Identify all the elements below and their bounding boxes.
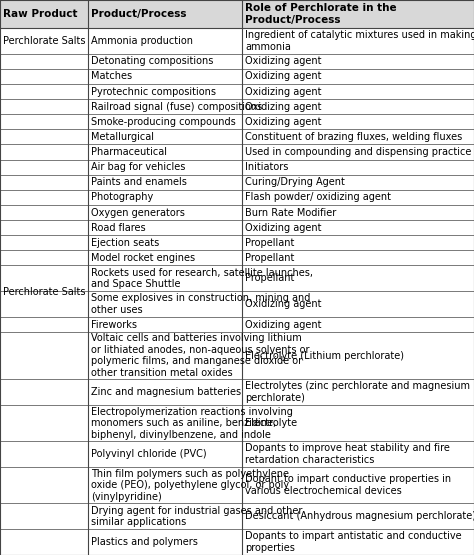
Text: Ingredient of catalytic mixtures used in making
ammonia: Ingredient of catalytic mixtures used in… — [245, 30, 474, 52]
Bar — [0, 235, 474, 250]
Bar — [0, 160, 474, 175]
Text: Burn Rate Modifier: Burn Rate Modifier — [245, 208, 336, 218]
Text: Polyvinyl chloride (PVC): Polyvinyl chloride (PVC) — [91, 449, 207, 459]
Bar — [0, 99, 474, 114]
Bar — [0, 467, 474, 503]
Text: Drying agent for industrial gases and other
similar applications: Drying agent for industrial gases and ot… — [91, 506, 302, 527]
Bar — [0, 291, 474, 317]
Text: Constituent of brazing fluxes, welding fluxes: Constituent of brazing fluxes, welding f… — [245, 132, 462, 142]
Text: Dopants to impart antistatic and conductive
properties: Dopants to impart antistatic and conduct… — [245, 531, 462, 553]
Text: Oxidizing agent: Oxidizing agent — [245, 320, 321, 330]
Text: Oxidizing agent: Oxidizing agent — [245, 87, 321, 97]
Bar — [0, 379, 474, 405]
Text: Electrolyte: Electrolyte — [245, 418, 297, 428]
Text: Fireworks: Fireworks — [91, 320, 137, 330]
Bar — [0, 28, 474, 54]
Text: Voltaic cells and batteries involving lithium
or lithiated anodes, non-aqueous s: Voltaic cells and batteries involving li… — [91, 333, 310, 378]
Text: Desiccant (Anhydrous magnesium perchlorate): Desiccant (Anhydrous magnesium perchlora… — [245, 511, 474, 521]
Text: Matches: Matches — [91, 72, 132, 82]
Text: Oxidizing agent: Oxidizing agent — [245, 56, 321, 67]
Bar — [0, 129, 474, 144]
Text: Oxygen generators: Oxygen generators — [91, 208, 185, 218]
Text: Curing/Drying Agent: Curing/Drying Agent — [245, 177, 345, 187]
Bar — [0, 0, 474, 28]
Bar — [0, 441, 474, 467]
Text: Propellant: Propellant — [245, 253, 294, 263]
Bar — [0, 205, 474, 220]
Text: Electrolytes (zinc perchlorate and magnesium
perchlorate): Electrolytes (zinc perchlorate and magne… — [245, 381, 470, 403]
Text: Oxidizing agent: Oxidizing agent — [245, 299, 321, 309]
Text: Dopants to improve heat stability and fire
retardation characteristics: Dopants to improve heat stability and fi… — [245, 443, 450, 465]
Bar — [0, 84, 474, 99]
Bar — [0, 190, 474, 205]
Text: Road flares: Road flares — [91, 223, 146, 233]
Text: Some explosives in construction, mining and
other uses: Some explosives in construction, mining … — [91, 293, 310, 315]
Text: Role of Perchlorate in the
Product/Process: Role of Perchlorate in the Product/Proce… — [245, 3, 397, 25]
Text: Propellant: Propellant — [245, 238, 294, 248]
Bar — [0, 405, 474, 441]
Text: Air bag for vehicles: Air bag for vehicles — [91, 162, 185, 172]
Bar — [0, 529, 474, 555]
Text: Dopant to impart conductive properties in
various electrochemical devices: Dopant to impart conductive properties i… — [245, 475, 451, 496]
Text: Photography: Photography — [91, 193, 153, 203]
Text: Oxidizing agent: Oxidizing agent — [245, 102, 321, 112]
Bar — [0, 69, 474, 84]
Bar — [0, 144, 474, 160]
Text: Thin film polymers such as polyethylene
oxide (PEO), polyethylene glycol, or pol: Thin film polymers such as polyethylene … — [91, 468, 289, 502]
Text: Product/Process: Product/Process — [91, 9, 186, 19]
Text: Electropolymerization reactions involving
monomers such as aniline, benzidine,
b: Electropolymerization reactions involvin… — [91, 406, 293, 440]
Text: Detonating compositions: Detonating compositions — [91, 56, 213, 67]
Text: Oxidizing agent: Oxidizing agent — [245, 117, 321, 127]
Text: Used in compounding and dispensing practice: Used in compounding and dispensing pract… — [245, 147, 471, 157]
Text: Pharmaceutical: Pharmaceutical — [91, 147, 167, 157]
Text: Metallurgical: Metallurgical — [91, 132, 154, 142]
Bar — [0, 220, 474, 235]
Bar — [0, 265, 474, 291]
Bar — [0, 332, 474, 379]
Text: Flash powder/ oxidizing agent: Flash powder/ oxidizing agent — [245, 193, 391, 203]
Bar — [0, 250, 474, 265]
Bar — [0, 114, 474, 129]
Text: Railroad signal (fuse) compositions: Railroad signal (fuse) compositions — [91, 102, 262, 112]
Bar — [0, 175, 474, 190]
Bar — [0, 317, 474, 332]
Text: Electrolyte (Lithium perchlorate): Electrolyte (Lithium perchlorate) — [245, 351, 404, 361]
Text: Model rocket engines: Model rocket engines — [91, 253, 195, 263]
Text: Rockets used for research, satellite launches,
and Space Shuttle: Rockets used for research, satellite lau… — [91, 268, 313, 289]
Bar — [0, 54, 474, 69]
Text: Raw Product: Raw Product — [3, 9, 78, 19]
Text: Paints and enamels: Paints and enamels — [91, 177, 187, 187]
Bar — [0, 503, 474, 529]
Text: Ejection seats: Ejection seats — [91, 238, 159, 248]
Text: Smoke-producing compounds: Smoke-producing compounds — [91, 117, 236, 127]
Text: Ammonia production: Ammonia production — [91, 36, 193, 46]
Text: Oxidizing agent: Oxidizing agent — [245, 72, 321, 82]
Text: Propellant: Propellant — [245, 274, 294, 284]
Text: Oxidizing agent: Oxidizing agent — [245, 223, 321, 233]
Text: Initiators: Initiators — [245, 162, 288, 172]
Text: Plastics and polymers: Plastics and polymers — [91, 537, 198, 547]
Text: Pyrotechnic compositions: Pyrotechnic compositions — [91, 87, 216, 97]
Text: Perchlorate Salts: Perchlorate Salts — [3, 36, 85, 46]
Text: Zinc and magnesium batteries: Zinc and magnesium batteries — [91, 387, 241, 397]
Text: Perchlorate Salts: Perchlorate Salts — [3, 286, 85, 296]
